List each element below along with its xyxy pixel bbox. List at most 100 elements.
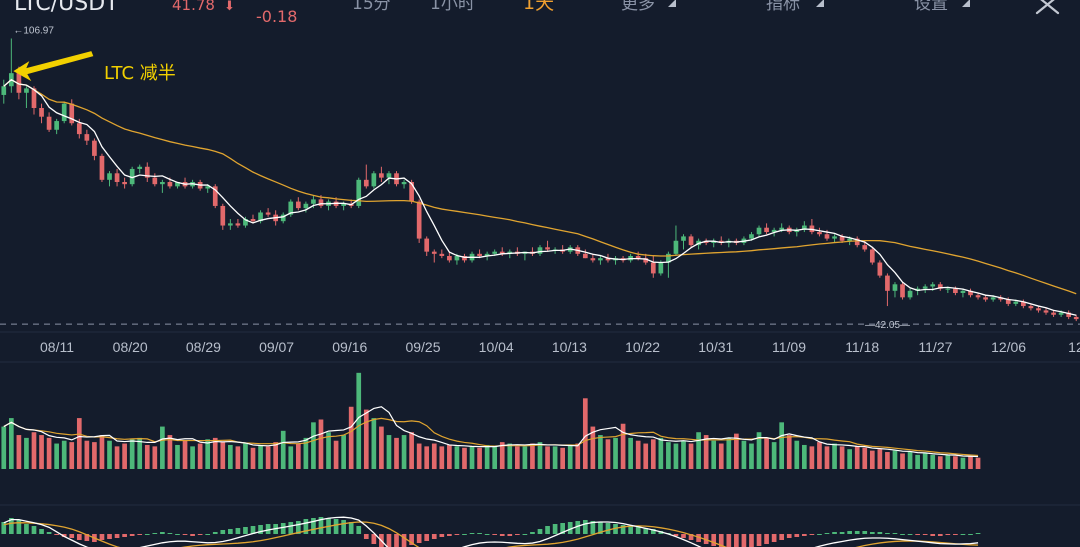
volume-bar <box>46 437 52 469</box>
volume-bar <box>552 446 558 469</box>
macd-hist-bar <box>31 526 37 534</box>
candle-body <box>1005 299 1011 304</box>
candle-body <box>688 236 694 246</box>
macd-hist-bar <box>922 534 928 535</box>
volume-bar <box>945 454 951 469</box>
candle-body <box>447 256 452 261</box>
volume-bar <box>129 439 135 469</box>
volume-bar <box>620 423 626 469</box>
candle-body <box>635 256 641 259</box>
candle-body <box>401 182 407 185</box>
volume-bar <box>567 444 573 469</box>
volume-bar <box>31 432 37 469</box>
toolbar: LTC/USDT 41.78 ⬇ -0.18 15分 1小时 1天 更多 指标 … <box>14 0 1060 26</box>
macd-hist-bar <box>477 533 482 534</box>
low-price-label: —42.05— <box>865 320 910 331</box>
volume-bar <box>673 443 679 469</box>
macd-hist-bar <box>734 534 739 547</box>
macd-hist-bar <box>817 534 822 535</box>
candle-body <box>862 245 868 250</box>
indicators-dropdown-icon[interactable] <box>816 0 824 7</box>
volume-bar <box>76 418 82 469</box>
volume-bar <box>122 443 127 469</box>
tab-15m[interactable]: 15分 <box>352 0 391 14</box>
macd-hist-bar <box>885 533 890 534</box>
macd-hist-bar <box>794 534 800 537</box>
candle-body <box>484 253 490 256</box>
macd-hist-bar <box>318 517 324 534</box>
candle-body <box>92 140 97 156</box>
volume-bar <box>522 446 528 469</box>
candle-body <box>794 229 800 233</box>
macd-hist-bar <box>16 520 22 534</box>
macd-hist-bar <box>258 525 263 534</box>
macd-hist-bar <box>779 534 785 540</box>
volume-bar <box>900 453 905 469</box>
macd-hist-bar <box>575 521 581 534</box>
macd-hist-bar <box>61 534 67 537</box>
volume-bar <box>779 422 785 469</box>
pair-title[interactable]: LTC/USDT <box>14 0 119 16</box>
volume-bar <box>499 442 505 469</box>
settings-dropdown-icon[interactable] <box>962 0 970 7</box>
candle-body <box>666 253 671 263</box>
candle-body <box>907 290 913 298</box>
date-tick-label: 08/11 <box>40 339 74 355</box>
macd-hist-bar <box>250 526 256 534</box>
volume-bar <box>613 437 618 469</box>
macd-hist-bar <box>24 524 29 534</box>
candle-body <box>318 199 324 206</box>
tab-1d[interactable]: 1天 <box>523 0 554 14</box>
candle-body <box>167 182 173 187</box>
candle-body <box>69 103 75 124</box>
volume-bar <box>537 442 543 469</box>
candle-body <box>960 290 966 293</box>
macd-hist-bar <box>228 529 233 534</box>
tab-1h[interactable]: 1小时 <box>430 0 475 14</box>
macd-hist-bar <box>454 534 460 535</box>
tab-more[interactable]: 更多 <box>621 0 655 14</box>
volume-bar <box>386 435 392 469</box>
macd-hist-bar <box>205 534 211 535</box>
volume-bar <box>718 443 724 469</box>
date-tick-label: 12/06 <box>991 339 1026 355</box>
macd-hist-bar <box>295 521 301 534</box>
date-tick-label: 11/18 <box>845 339 879 355</box>
candle-body <box>968 290 973 296</box>
volume-bar <box>824 446 830 469</box>
close-icon[interactable] <box>1035 0 1060 15</box>
macd-hist-bar <box>431 534 437 539</box>
volume-bar <box>854 446 860 469</box>
volume-bar <box>847 449 852 469</box>
candle-body <box>54 121 59 130</box>
volume-bar <box>280 430 286 469</box>
candle-body <box>975 295 981 298</box>
tab-settings[interactable]: 设置 <box>914 0 948 14</box>
candle-body <box>477 253 482 256</box>
macd-hist-bar <box>968 534 973 535</box>
candle-body <box>605 258 611 261</box>
candle-body <box>537 247 543 254</box>
macd-hist-bar <box>582 520 588 534</box>
volume-bar <box>907 452 913 469</box>
macd-hist-bar <box>696 534 701 542</box>
macd-hist-bar <box>900 534 905 535</box>
high-price-label: ←106.97 <box>13 25 54 36</box>
candle-body <box>379 173 384 178</box>
volume-bar <box>794 440 800 469</box>
macd-hist-bar <box>628 526 633 534</box>
macd-hist-bar <box>688 534 694 540</box>
macd-hist-bar <box>8 518 14 534</box>
macd-hist-bar <box>537 529 543 534</box>
volume-bar <box>801 444 807 469</box>
macd-hist-bar <box>190 534 195 536</box>
volume-bar <box>590 426 596 469</box>
more-dropdown-icon[interactable] <box>668 0 676 7</box>
volume-bar <box>326 432 331 469</box>
candle-body <box>107 173 112 180</box>
macd-hist-bar <box>235 528 241 534</box>
macd-hist-bar <box>915 534 920 535</box>
date-tick-label: 08/29 <box>186 339 221 355</box>
tab-indicators[interactable]: 指标 <box>766 0 800 14</box>
